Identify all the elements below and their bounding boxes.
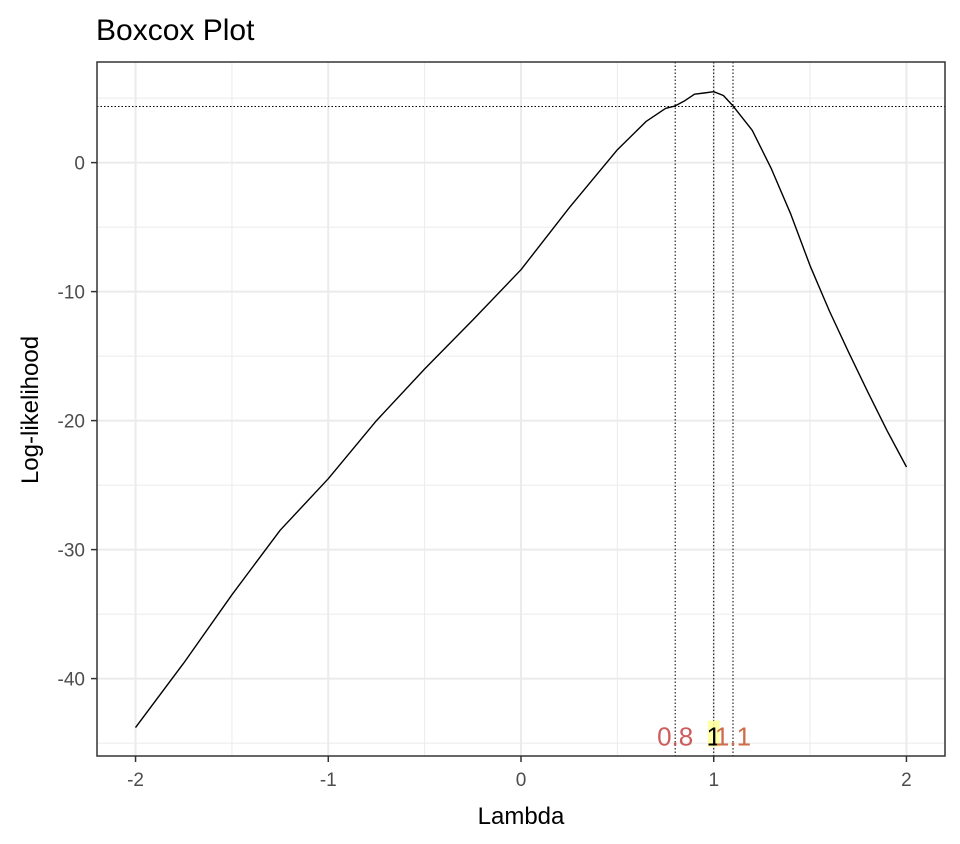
y-axis-title: Log-likelihood: [17, 336, 44, 484]
y-tick-label: 0: [74, 154, 85, 175]
x-axis-title: Lambda: [478, 803, 565, 830]
chart-title: Boxcox Plot: [96, 14, 255, 47]
annotation-background: [707, 720, 720, 747]
x-tick-label: 1: [708, 770, 719, 791]
y-tick-label: -40: [58, 670, 85, 691]
y-tick-label: -30: [58, 541, 85, 562]
x-tick-label: 2: [901, 770, 912, 791]
x-tick-label: -2: [127, 770, 144, 791]
plot-panel: 0.8 11.1: [96, 61, 946, 757]
loglik-series-line: [134, 90, 908, 729]
x-tick-label: 0: [516, 770, 527, 791]
lambda-annotation-label: 0.8: [657, 722, 693, 752]
x-tick-label: -1: [320, 770, 337, 791]
y-tick-label: -20: [58, 412, 85, 433]
y-tick-label: -10: [58, 283, 85, 304]
lambda-annotation-label: 1: [706, 722, 720, 752]
lambda-annotation-label: 1.1: [715, 722, 751, 752]
